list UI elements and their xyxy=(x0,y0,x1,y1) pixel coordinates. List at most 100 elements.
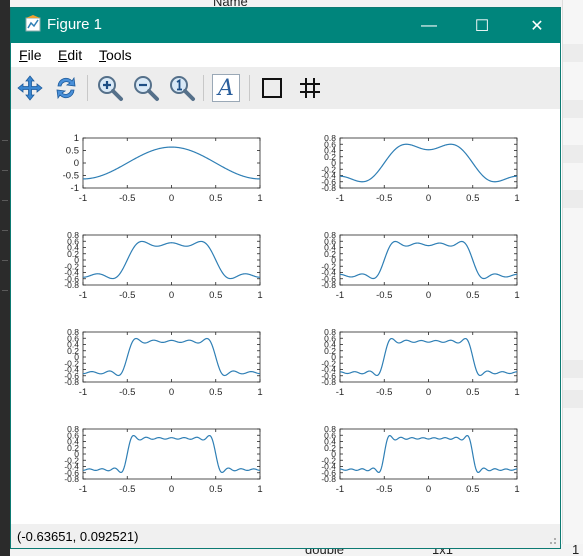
x-tick-label: 0.5 xyxy=(209,193,222,204)
rotate-icon[interactable] xyxy=(51,73,81,103)
series-line xyxy=(339,434,518,474)
subplot-5: -1 -0.5 0 0.5 1-0.8-0.6-0.4-0.200.20.40.60.8 xyxy=(64,327,262,398)
x-tick-label: -0.5 xyxy=(376,484,392,495)
y-tick-label: 0.4 xyxy=(324,146,336,156)
background-window-top: Name xyxy=(10,0,583,10)
y-tick-label: -0.4 xyxy=(321,171,336,181)
x-tick-label: -1 xyxy=(79,193,87,204)
y-tick-label: 0.8 xyxy=(324,424,336,434)
subplot-7: -1 -0.5 0 0.5 1-0.8-0.6-0.4-0.200.20.40.60.8 xyxy=(64,424,262,495)
text-icon[interactable]: A xyxy=(212,74,240,102)
background-column-header: Name xyxy=(213,0,248,9)
minimize-button[interactable]: — xyxy=(421,16,437,34)
y-tick-label: 0 xyxy=(74,158,79,169)
x-tick-label: 0 xyxy=(169,290,174,301)
window-title: Figure 1 xyxy=(47,16,103,33)
y-tick-label: 0.6 xyxy=(324,139,336,149)
x-tick-label: 0 xyxy=(426,387,431,398)
y-tick-label: -0.2 xyxy=(321,358,336,368)
zoom-in-icon[interactable] xyxy=(95,73,125,103)
x-tick-label: -1 xyxy=(336,193,344,204)
x-tick-label: -0.5 xyxy=(376,193,392,204)
y-tick-label: -0.6 xyxy=(321,274,336,284)
y-tick-label: 0.8 xyxy=(324,230,336,240)
y-tick-label: -0.8 xyxy=(64,280,79,290)
series-line xyxy=(82,434,261,474)
x-tick-label: 0.5 xyxy=(209,290,222,301)
title-bar[interactable]: Figure 1 — ☐ ✕ xyxy=(11,8,560,43)
subplot-8: -1 -0.5 0 0.5 1-0.8-0.6-0.4-0.200.20.40.60.8 xyxy=(321,424,519,495)
axes-box-icon[interactable] xyxy=(257,73,287,103)
x-tick-label: -0.5 xyxy=(119,484,135,495)
zoom-out-icon[interactable] xyxy=(131,73,161,103)
x-tick-label: -1 xyxy=(79,484,87,495)
y-tick-label: 0.6 xyxy=(324,236,336,246)
y-tick-label: 0.4 xyxy=(67,243,79,253)
menu-bar: File Edit Tools xyxy=(11,43,560,67)
axes-box xyxy=(82,428,261,480)
background-window-right xyxy=(562,0,583,556)
y-tick-label: 0.8 xyxy=(67,327,79,337)
pan-icon[interactable] xyxy=(15,73,45,103)
y-tick-label: 0.4 xyxy=(324,340,336,350)
x-tick-label: 0 xyxy=(169,193,174,204)
y-tick-label: 0.4 xyxy=(67,340,79,350)
y-tick-label: 0.6 xyxy=(67,430,79,440)
series-line xyxy=(339,337,518,377)
grid-icon[interactable] xyxy=(295,73,325,103)
y-tick-label: 0.2 xyxy=(324,346,336,356)
y-tick-label: -0.4 xyxy=(64,268,79,278)
series-line xyxy=(82,146,261,180)
y-tick-label: -0.2 xyxy=(321,261,336,271)
series-line xyxy=(82,337,261,377)
x-tick-label: 1 xyxy=(257,193,262,204)
y-tick-label: 0.6 xyxy=(67,333,79,343)
x-tick-label: 0 xyxy=(426,193,431,204)
close-button[interactable]: ✕ xyxy=(530,17,544,35)
resize-grip-icon[interactable] xyxy=(547,535,557,545)
y-tick-label: 0 xyxy=(331,255,336,265)
y-tick-label: -0.8 xyxy=(321,474,336,484)
x-tick-label: 1 xyxy=(514,484,519,495)
y-tick-label: 0.8 xyxy=(324,133,336,143)
x-tick-label: -1 xyxy=(336,484,344,495)
x-tick-label: -1 xyxy=(79,290,87,301)
y-tick-label: -0.2 xyxy=(64,358,79,368)
cursor-coordinates: (-0.63651, 0.092521) xyxy=(17,529,139,544)
subplot-3: -1 -0.5 0 0.5 1-0.8-0.6-0.4-0.200.20.40.60.8 xyxy=(64,230,262,301)
y-tick-label: 1 xyxy=(74,133,79,144)
x-tick-label: -1 xyxy=(336,290,344,301)
x-tick-label: 0 xyxy=(426,290,431,301)
menu-edit[interactable]: Edit xyxy=(58,47,83,63)
y-tick-label: 0.4 xyxy=(67,437,79,447)
y-tick-label: -1 xyxy=(71,183,79,194)
x-tick-label: 1 xyxy=(257,484,262,495)
y-tick-label: -0.8 xyxy=(321,280,336,290)
x-tick-label: 0.5 xyxy=(466,484,479,495)
x-tick-label: -0.5 xyxy=(376,387,392,398)
toolbar: A xyxy=(11,67,560,109)
y-tick-label: 0 xyxy=(74,449,79,459)
y-tick-label: 0.8 xyxy=(324,327,336,337)
y-tick-label: -0.8 xyxy=(321,377,336,387)
octave-app-icon xyxy=(25,15,41,32)
axes-box xyxy=(339,331,518,383)
y-tick-label: -0.8 xyxy=(321,183,336,193)
y-tick-label: 0.2 xyxy=(324,249,336,259)
figure-canvas[interactable]: -1 -0.5 0 0.5 1-1-0.500.51-1 -0.5 0 0.5 1-0.8-0.… xyxy=(11,109,560,524)
y-tick-label: 0.8 xyxy=(67,424,79,434)
y-tick-label: 0.6 xyxy=(324,333,336,343)
maximize-button[interactable]: ☐ xyxy=(474,17,490,35)
zoom-reset-icon[interactable] xyxy=(167,73,197,103)
y-tick-label: 0.2 xyxy=(324,443,336,453)
y-tick-label: -0.6 xyxy=(64,371,79,381)
menu-tools[interactable]: Tools xyxy=(99,47,132,63)
y-tick-label: -0.6 xyxy=(321,371,336,381)
y-tick-label: 0.2 xyxy=(67,346,79,356)
y-tick-label: 0 xyxy=(74,352,79,362)
axes-box xyxy=(82,331,261,383)
y-tick-label: 0.2 xyxy=(67,249,79,259)
y-tick-label: -0.4 xyxy=(321,268,336,278)
x-tick-label: -0.5 xyxy=(119,290,135,301)
menu-file[interactable]: File xyxy=(19,47,42,63)
